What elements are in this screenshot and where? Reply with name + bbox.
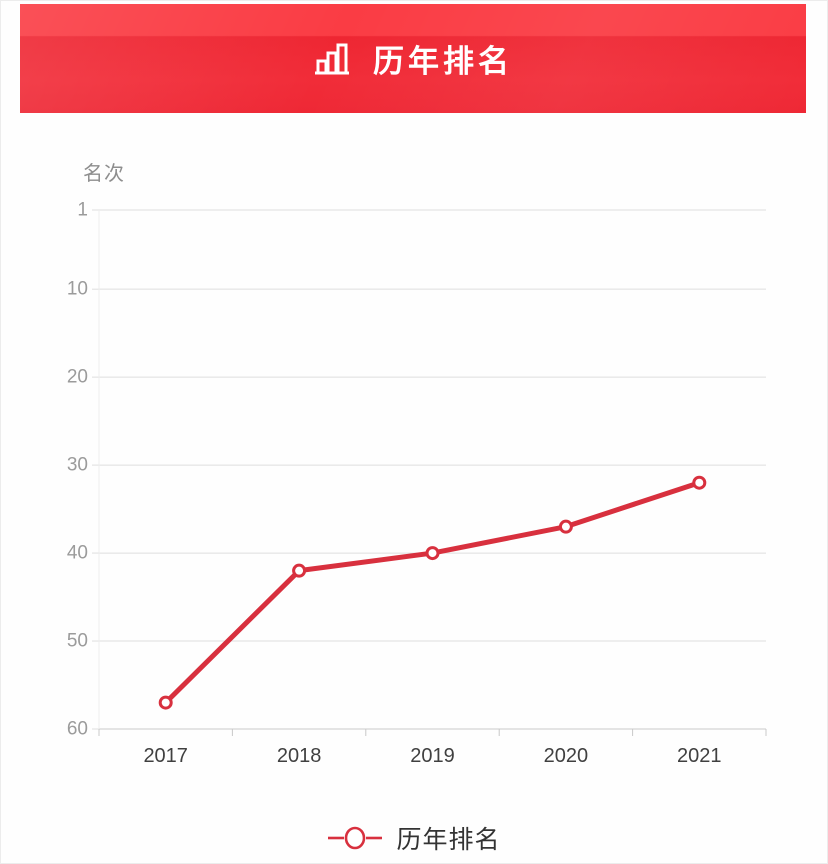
legend-item-ranking[interactable]: 历年排名 (0, 818, 828, 858)
section-header-banner: 历年排名 (20, 4, 806, 113)
data-point-2018[interactable] (292, 563, 307, 578)
data-point-2021[interactable] (692, 475, 707, 490)
y-tick-label-40: 40 (67, 543, 88, 564)
y-tick-label-20: 20 (67, 367, 88, 388)
y-tick-label-50: 50 (67, 631, 88, 652)
x-tick-label-2018: 2018 (277, 745, 322, 767)
data-point-2019[interactable] (425, 546, 440, 561)
data-point-2020[interactable] (558, 519, 573, 534)
x-tick-label-2017: 2017 (143, 745, 188, 767)
y-tick-label-30: 30 (67, 455, 88, 476)
section-title: 历年排名 (373, 44, 513, 79)
x-tick-label-2019: 2019 (410, 745, 455, 767)
y-tick-label-1: 1 (77, 200, 88, 221)
series-line-历年排名 (163, 480, 702, 706)
legend-label: 历年排名 (396, 826, 501, 854)
legend-line-marker-icon (328, 826, 383, 850)
x-tick-label-2020: 2020 (544, 745, 589, 767)
y-axis-name: 名次 (83, 163, 125, 185)
data-point-2017[interactable] (158, 695, 173, 710)
y-tick-label-10: 10 (67, 279, 88, 300)
bar-chart-icon (315, 43, 349, 74)
y-tick-label-60: 60 (67, 719, 88, 740)
x-tick-label-2021: 2021 (677, 745, 722, 767)
